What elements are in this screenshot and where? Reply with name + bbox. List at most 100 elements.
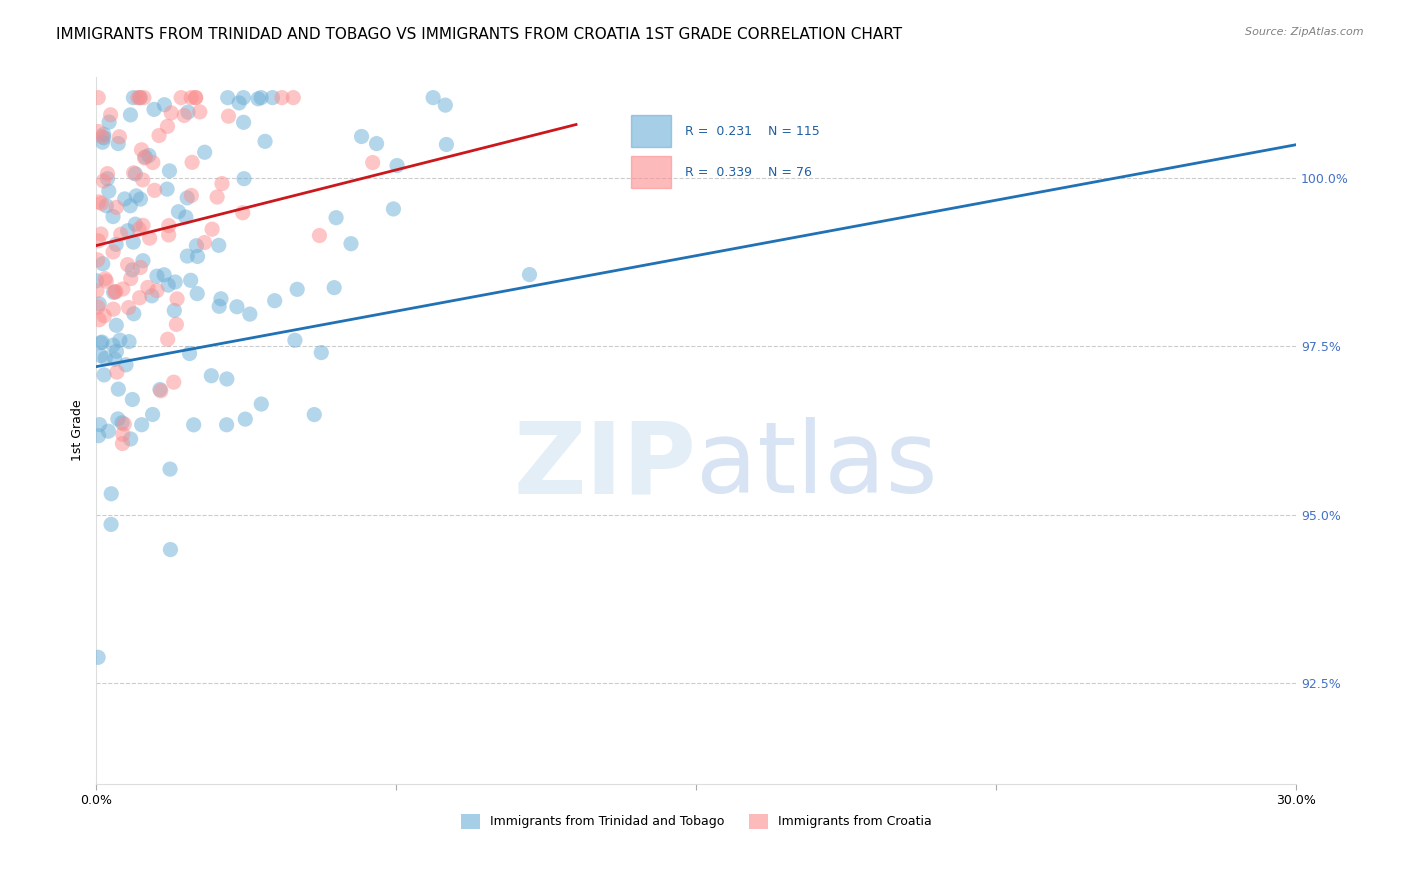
- Immigrants from Croatia: [101, 244, 124, 259]
- Immigrants from Trinidad and Tobago: [434, 98, 457, 112]
- Immigrants from Trinidad and Tobago: [215, 372, 238, 386]
- Immigrants from Croatia: [87, 194, 110, 209]
- Immigrants from Croatia: [87, 300, 110, 314]
- Immigrants from Croatia: [160, 106, 183, 120]
- Immigrants from Croatia: [118, 301, 141, 315]
- Immigrants from Croatia: [87, 234, 110, 248]
- Immigrants from Croatia: [188, 104, 211, 119]
- Immigrants from Croatia: [166, 292, 188, 306]
- Immigrants from Trinidad and Tobago: [134, 150, 156, 164]
- Text: atlas: atlas: [696, 417, 938, 515]
- Immigrants from Trinidad and Tobago: [179, 346, 201, 360]
- Immigrants from Croatia: [173, 108, 195, 122]
- Immigrants from Croatia: [132, 173, 155, 187]
- Immigrants from Trinidad and Tobago: [215, 417, 238, 432]
- Immigrants from Croatia: [120, 271, 142, 285]
- Immigrants from Trinidad and Tobago: [366, 136, 388, 151]
- Immigrants from Croatia: [100, 108, 122, 122]
- Immigrants from Trinidad and Tobago: [176, 249, 198, 263]
- Immigrants from Croatia: [86, 252, 108, 267]
- Immigrants from Trinidad and Tobago: [143, 103, 166, 117]
- Immigrants from Trinidad and Tobago: [250, 397, 273, 411]
- Immigrants from Croatia: [104, 285, 127, 299]
- Immigrants from Trinidad and Tobago: [200, 368, 222, 383]
- Immigrants from Croatia: [96, 274, 118, 288]
- Immigrants from Trinidad and Tobago: [105, 318, 128, 333]
- Immigrants from Trinidad and Tobago: [121, 392, 143, 407]
- Immigrants from Trinidad and Tobago: [325, 211, 347, 225]
- Immigrants from Croatia: [142, 155, 165, 169]
- Immigrants from Trinidad and Tobago: [105, 237, 128, 252]
- Immigrants from Croatia: [87, 124, 110, 138]
- Immigrants from Trinidad and Tobago: [180, 273, 202, 287]
- Immigrants from Trinidad and Tobago: [194, 145, 217, 160]
- Immigrants from Trinidad and Tobago: [141, 289, 163, 303]
- Immigrants from Trinidad and Tobago: [382, 202, 405, 216]
- Immigrants from Trinidad and Tobago: [117, 224, 139, 238]
- Immigrants from Croatia: [104, 285, 127, 299]
- Immigrants from Trinidad and Tobago: [340, 236, 363, 251]
- Immigrants from Croatia: [134, 151, 156, 165]
- Immigrants from Croatia: [128, 291, 150, 305]
- Immigrants from Trinidad and Tobago: [91, 257, 114, 271]
- Legend: Immigrants from Trinidad and Tobago, Immigrants from Croatia: Immigrants from Trinidad and Tobago, Imm…: [456, 809, 936, 834]
- Immigrants from Trinidad and Tobago: [108, 333, 131, 347]
- Immigrants from Croatia: [93, 174, 115, 188]
- Immigrants from Trinidad and Tobago: [149, 383, 172, 397]
- Immigrants from Croatia: [180, 90, 202, 104]
- Immigrants from Trinidad and Tobago: [304, 408, 326, 422]
- Immigrants from Trinidad and Tobago: [247, 92, 270, 106]
- Immigrants from Trinidad and Tobago: [96, 199, 118, 213]
- Immigrants from Croatia: [205, 190, 228, 204]
- Immigrants from Trinidad and Tobago: [262, 90, 284, 104]
- Text: IMMIGRANTS FROM TRINIDAD AND TOBAGO VS IMMIGRANTS FROM CROATIA 1ST GRADE CORRELA: IMMIGRANTS FROM TRINIDAD AND TOBAGO VS I…: [56, 27, 903, 42]
- Immigrants from Croatia: [128, 222, 150, 236]
- Immigrants from Croatia: [108, 129, 131, 144]
- Immigrants from Croatia: [93, 309, 115, 323]
- Immigrants from Trinidad and Tobago: [129, 90, 152, 104]
- Immigrants from Trinidad and Tobago: [93, 128, 115, 142]
- Immigrants from Trinidad and Tobago: [232, 90, 254, 104]
- Immigrants from Trinidad and Tobago: [142, 408, 165, 422]
- Immigrants from Croatia: [149, 384, 172, 398]
- Immigrants from Croatia: [283, 90, 305, 104]
- Immigrants from Trinidad and Tobago: [309, 345, 332, 359]
- Immigrants from Croatia: [146, 284, 169, 298]
- Immigrants from Trinidad and Tobago: [90, 349, 112, 363]
- Immigrants from Croatia: [117, 258, 139, 272]
- Immigrants from Trinidad and Tobago: [125, 189, 148, 203]
- Immigrants from Trinidad and Tobago: [89, 417, 111, 432]
- Immigrants from Trinidad and Tobago: [96, 171, 118, 186]
- Immigrants from Croatia: [165, 318, 187, 332]
- Immigrants from Trinidad and Tobago: [233, 171, 256, 186]
- Immigrants from Croatia: [148, 128, 170, 143]
- Immigrants from Trinidad and Tobago: [122, 307, 145, 321]
- Immigrants from Croatia: [170, 90, 193, 104]
- Immigrants from Trinidad and Tobago: [226, 300, 249, 314]
- Immigrants from Trinidad and Tobago: [120, 432, 142, 446]
- Immigrants from Croatia: [96, 167, 118, 181]
- Immigrants from Trinidad and Tobago: [86, 274, 108, 288]
- Immigrants from Trinidad and Tobago: [93, 368, 115, 382]
- Immigrants from Croatia: [128, 90, 150, 104]
- Immigrants from Trinidad and Tobago: [436, 137, 458, 152]
- Immigrants from Trinidad and Tobago: [350, 129, 373, 144]
- Immigrants from Trinidad and Tobago: [186, 286, 208, 301]
- Immigrants from Croatia: [308, 228, 330, 243]
- Text: Source: ZipAtlas.com: Source: ZipAtlas.com: [1246, 27, 1364, 37]
- Immigrants from Croatia: [87, 90, 110, 104]
- Immigrants from Trinidad and Tobago: [177, 105, 200, 120]
- Immigrants from Trinidad and Tobago: [124, 217, 146, 231]
- Immigrants from Trinidad and Tobago: [232, 115, 254, 129]
- Immigrants from Croatia: [193, 235, 215, 250]
- Immigrants from Trinidad and Tobago: [87, 650, 110, 665]
- Immigrants from Trinidad and Tobago: [323, 280, 346, 294]
- Immigrants from Trinidad and Tobago: [94, 351, 117, 366]
- Immigrants from Trinidad and Tobago: [129, 192, 152, 206]
- Immigrants from Croatia: [271, 90, 294, 104]
- Immigrants from Croatia: [132, 90, 155, 104]
- Immigrants from Croatia: [110, 227, 132, 242]
- Immigrants from Croatia: [112, 417, 135, 431]
- Immigrants from Croatia: [103, 302, 125, 317]
- Immigrants from Trinidad and Tobago: [422, 90, 444, 104]
